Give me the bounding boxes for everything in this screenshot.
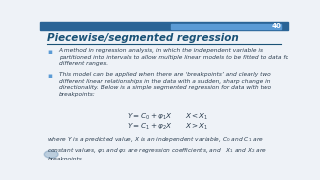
Bar <box>172 24 281 29</box>
Text: where Y is a predicted value, X is an independent variable, $C_0$ and $C_1$ are
: where Y is a predicted value, X is an in… <box>47 135 268 162</box>
Text: Piecewise/segmented regression: Piecewise/segmented regression <box>47 33 239 42</box>
Text: ▪: ▪ <box>47 73 52 79</box>
Circle shape <box>44 150 58 158</box>
Text: 40: 40 <box>272 23 282 30</box>
Text: ▪: ▪ <box>47 49 52 55</box>
Text: $Y = C_1 + \varphi_2 X \qquad X > X_1$: $Y = C_1 + \varphi_2 X \qquad X > X_1$ <box>127 122 208 132</box>
Bar <box>40 22 288 30</box>
Text: This model can be applied when there are ‘breakpoints’ and clearly two
different: This model can be applied when there are… <box>59 73 271 97</box>
Text: A method in regression analysis, in which the independent variable is
partitione: A method in regression analysis, in whic… <box>59 48 291 66</box>
Text: $Y = C_0 + \varphi_1 X \qquad X < X_1$: $Y = C_0 + \varphi_1 X \qquad X < X_1$ <box>127 112 208 122</box>
